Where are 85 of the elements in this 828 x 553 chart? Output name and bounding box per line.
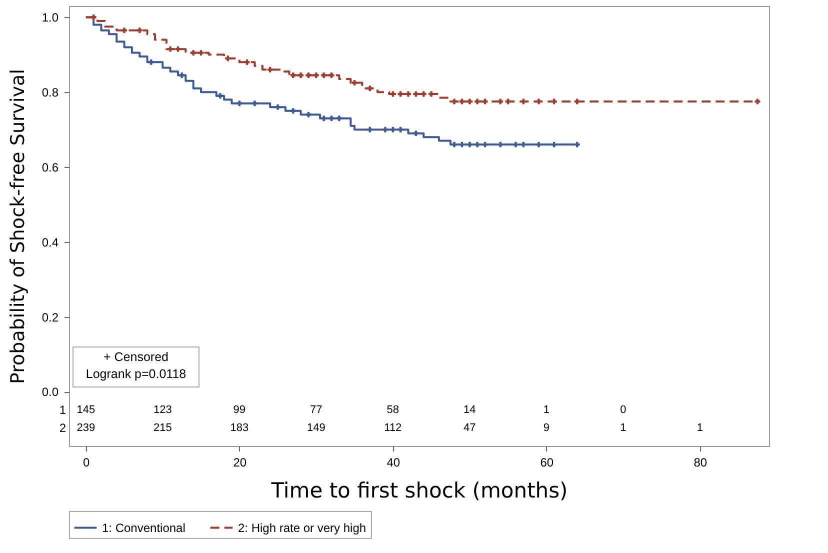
point (474, 142, 480, 148)
text: 1 (59, 403, 66, 417)
point (290, 72, 296, 78)
point (474, 98, 480, 104)
point (512, 142, 518, 148)
x-tick-label: 80 (694, 456, 708, 470)
annotation: 14 (464, 404, 476, 416)
annotation: 58 (386, 404, 400, 416)
point (428, 91, 434, 97)
annotation: 77 (310, 404, 322, 416)
point (275, 104, 281, 110)
point (498, 142, 504, 148)
point (459, 142, 465, 148)
annotation: 47 (464, 422, 476, 434)
point (398, 126, 404, 132)
point (551, 142, 557, 148)
annotation: + Censored (104, 350, 169, 364)
point (321, 72, 327, 78)
y-axis-title: Probability of Shock-free Survival (6, 69, 29, 384)
point (466, 98, 472, 104)
point (225, 56, 231, 62)
point (136, 28, 142, 34)
legend-label: 1: Conventional (102, 520, 186, 535)
annotation: 215 (153, 422, 172, 434)
point (413, 130, 419, 136)
text: 2 (59, 421, 66, 435)
point (328, 116, 334, 122)
annotation: 9 (543, 422, 550, 434)
point (313, 72, 319, 78)
x-tick-label: 20 (233, 456, 247, 470)
point (406, 91, 411, 97)
point (306, 72, 312, 78)
point (267, 66, 273, 72)
point (168, 46, 174, 52)
annotation: 0 (620, 404, 626, 416)
annotation: 183 (230, 422, 249, 434)
point (90, 14, 96, 20)
y-tick-label: 0.8 (42, 86, 59, 100)
annotation: 239 (76, 422, 96, 434)
point (536, 142, 542, 148)
point (290, 108, 296, 114)
point (148, 59, 154, 65)
point (452, 98, 458, 104)
annotation: 1 (543, 404, 550, 416)
point (367, 126, 373, 132)
point (252, 100, 258, 106)
point (352, 80, 358, 86)
point (367, 86, 373, 92)
point (390, 126, 396, 132)
point (466, 142, 472, 148)
annotation: 112 (384, 422, 402, 434)
y-tick-label: 1.0 (42, 10, 59, 25)
y-tick-label: 0.0 (42, 385, 59, 400)
point (574, 142, 580, 148)
x-tick-label: 40 (386, 456, 400, 470)
point (298, 72, 304, 78)
point (236, 100, 242, 106)
annotation: 149 (306, 422, 326, 434)
point (336, 116, 342, 122)
point (520, 142, 526, 148)
annotation: 123 (153, 404, 172, 416)
annotation: Logrank p=0.0118 (86, 367, 186, 381)
legend-label: 2: High rate or very high (238, 520, 366, 535)
point (321, 116, 327, 122)
y-tick-label: 0.6 (42, 160, 59, 175)
point (217, 93, 223, 99)
x-axis-title: Time to first shock (months) (270, 478, 568, 502)
point (452, 142, 458, 148)
x-tick-label: 0 (83, 456, 90, 470)
point (244, 59, 250, 65)
annotation: 145 (76, 404, 96, 416)
annotation: 1 (620, 422, 626, 434)
point (179, 72, 185, 78)
x-tick-label: 60 (540, 456, 554, 470)
point (190, 50, 196, 56)
annotation: 99 (233, 404, 246, 416)
point (122, 28, 127, 34)
y-tick-label: 0.2 (42, 310, 59, 324)
point (306, 112, 312, 118)
point (382, 126, 388, 132)
point (198, 50, 204, 56)
y-tick-label: 0.4 (42, 235, 59, 250)
point (328, 72, 334, 78)
point (536, 98, 542, 104)
annotation: 1 (696, 422, 703, 434)
